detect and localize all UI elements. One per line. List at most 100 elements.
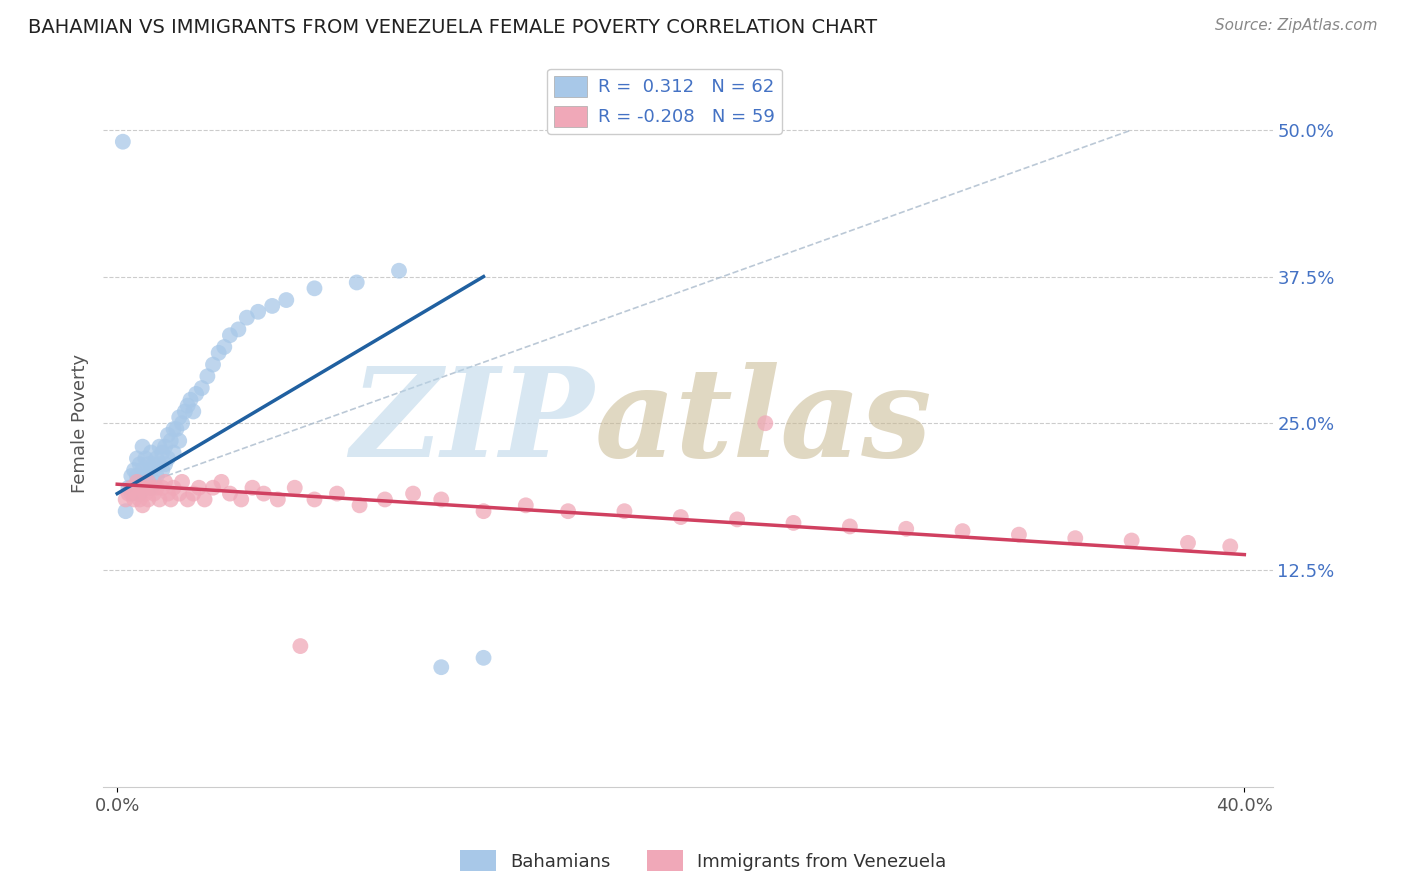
Point xyxy=(139,481,162,495)
Point xyxy=(114,492,136,507)
Point xyxy=(754,416,776,430)
Point xyxy=(142,475,165,489)
Point xyxy=(247,305,270,319)
Point xyxy=(304,492,326,507)
Text: Source: ZipAtlas.com: Source: ZipAtlas.com xyxy=(1215,18,1378,33)
Point xyxy=(122,481,145,495)
Point xyxy=(148,457,170,471)
Point xyxy=(725,512,748,526)
Point xyxy=(148,492,170,507)
Point xyxy=(326,486,349,500)
Point xyxy=(170,416,193,430)
Point xyxy=(1064,531,1087,545)
Point xyxy=(284,481,307,495)
Point xyxy=(120,469,142,483)
Point xyxy=(162,445,184,459)
Point xyxy=(128,486,150,500)
Point xyxy=(193,492,215,507)
Point xyxy=(613,504,636,518)
Point xyxy=(181,404,204,418)
Y-axis label: Female Poverty: Female Poverty xyxy=(72,353,89,492)
Point xyxy=(1121,533,1143,548)
Point xyxy=(145,451,167,466)
Point xyxy=(125,469,148,483)
Point xyxy=(120,486,142,500)
Point xyxy=(128,492,150,507)
Point xyxy=(515,499,537,513)
Point xyxy=(117,481,139,495)
Point xyxy=(153,457,176,471)
Point xyxy=(134,481,156,495)
Point xyxy=(472,504,495,518)
Point xyxy=(219,328,242,343)
Point xyxy=(231,492,253,507)
Point xyxy=(782,516,804,530)
Point xyxy=(211,475,233,489)
Point xyxy=(156,428,179,442)
Point xyxy=(156,486,179,500)
Point xyxy=(184,387,207,401)
Point xyxy=(162,481,184,495)
Point xyxy=(156,451,179,466)
Point xyxy=(136,492,159,507)
Point xyxy=(253,486,276,500)
Point xyxy=(111,135,134,149)
Point xyxy=(131,499,153,513)
Point xyxy=(228,322,250,336)
Point xyxy=(1008,527,1031,541)
Point xyxy=(128,457,150,471)
Point xyxy=(402,486,425,500)
Point xyxy=(167,434,190,448)
Legend: Bahamians, Immigrants from Venezuela: Bahamians, Immigrants from Venezuela xyxy=(453,843,953,879)
Point xyxy=(181,486,204,500)
Point xyxy=(145,469,167,483)
Point xyxy=(349,499,371,513)
Point xyxy=(120,481,142,495)
Point xyxy=(896,522,918,536)
Point xyxy=(176,399,198,413)
Point xyxy=(304,281,326,295)
Point xyxy=(262,299,284,313)
Point xyxy=(150,445,173,459)
Point xyxy=(142,486,165,500)
Point xyxy=(117,486,139,500)
Point xyxy=(187,481,209,495)
Point xyxy=(139,445,162,459)
Point xyxy=(430,660,453,674)
Point xyxy=(128,475,150,489)
Point xyxy=(190,381,212,395)
Point xyxy=(214,340,236,354)
Point xyxy=(236,310,259,325)
Point xyxy=(122,492,145,507)
Point xyxy=(145,481,167,495)
Point xyxy=(952,524,974,538)
Point xyxy=(125,486,148,500)
Point xyxy=(128,481,150,495)
Point xyxy=(136,475,159,489)
Point xyxy=(134,469,156,483)
Point xyxy=(276,293,298,307)
Point xyxy=(208,346,231,360)
Point xyxy=(162,422,184,436)
Point xyxy=(136,475,159,489)
Point xyxy=(153,440,176,454)
Point xyxy=(472,650,495,665)
Point xyxy=(131,440,153,454)
Point xyxy=(202,481,225,495)
Point xyxy=(139,463,162,477)
Point xyxy=(176,492,198,507)
Point xyxy=(1219,540,1241,554)
Point xyxy=(159,492,181,507)
Point xyxy=(170,475,193,489)
Point xyxy=(430,492,453,507)
Point xyxy=(150,481,173,495)
Point xyxy=(153,475,176,489)
Point xyxy=(167,486,190,500)
Point xyxy=(139,481,162,495)
Point xyxy=(267,492,290,507)
Point xyxy=(669,510,692,524)
Point xyxy=(114,504,136,518)
Point xyxy=(122,463,145,477)
Point xyxy=(134,486,156,500)
Point xyxy=(125,475,148,489)
